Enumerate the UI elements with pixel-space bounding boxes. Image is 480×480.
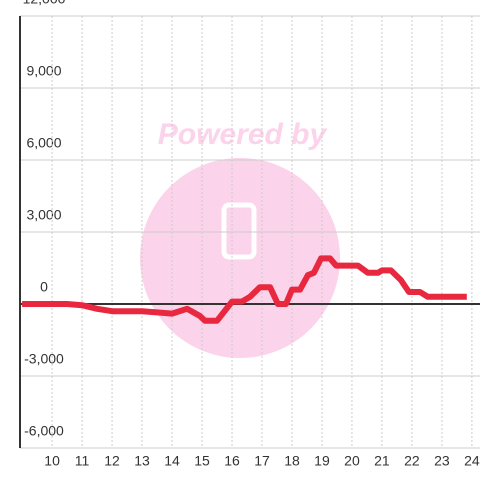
x-tick-label: 14 [164,453,180,469]
x-tick-label: 16 [224,453,240,469]
y-tick-label: 6,000 [26,135,61,151]
x-tick-label: 10 [44,453,60,469]
y-tick-label: -6,000 [24,423,64,439]
data-line [22,255,467,324]
y-tick-label: 12,000 [23,0,66,7]
y-tick-label: 3,000 [26,207,61,223]
y-tick-label: 0 [40,279,48,295]
watermark-icon [221,202,257,260]
x-tick-label: 24 [464,453,480,469]
x-tick-label: 12 [104,453,120,469]
watermark-text: Powered by [158,118,328,151]
y-tick-label: -3,000 [24,351,64,367]
x-tick-label: 22 [404,453,420,469]
x-tick-label: 20 [344,453,360,469]
y-tick-label: 9,000 [26,63,61,79]
x-tick-label: 21 [374,453,390,469]
x-tick-label: 11 [75,453,90,469]
x-tick-label: 15 [194,453,210,469]
x-tick-label: 13 [134,453,150,469]
x-tick-label: 19 [314,453,330,469]
x-tick-label: 23 [434,453,450,469]
x-tick-label: 18 [284,453,300,469]
x-tick-label: 17 [254,453,270,469]
